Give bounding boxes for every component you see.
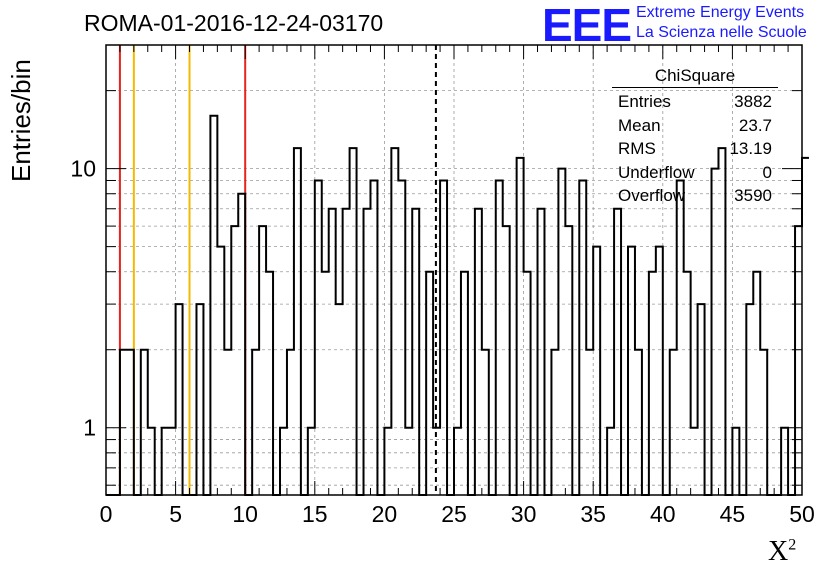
stats-label: RMS [618, 139, 656, 158]
x-tick-label: 45 [720, 501, 746, 527]
x-axis-label-sup: 2 [788, 536, 797, 554]
x-tick-label: 40 [650, 501, 676, 527]
stats-row-overflow: Overflow 3590 [612, 184, 778, 208]
axis-ticks [105, 44, 803, 495]
y-tick-label: 10 [70, 156, 96, 182]
stats-row-entries: Entries 3882 [612, 90, 778, 114]
chart-title: ROMA-01-2016-12-24-03170 [84, 10, 384, 36]
x-tick-label: 5 [169, 501, 182, 527]
stats-label: Mean [618, 115, 661, 135]
stats-value: 23.7 [738, 115, 772, 135]
stats-row-rms: RMS 13.19 [612, 137, 778, 161]
logo-line-2: La Scienza nelle Scuole [636, 24, 807, 41]
stats-label: Underflow [618, 162, 695, 182]
x-tick-label: 10 [232, 501, 258, 527]
x-tick-label: 0 [100, 501, 113, 527]
x-tick-label: 50 [789, 501, 815, 527]
stats-value: 13.19 [729, 139, 772, 158]
tick-labels: 0 5 10 15 20 25 30 35 40 45 50 1 10 [70, 156, 814, 527]
histogram-outline [106, 114, 809, 496]
x-axis-label-base: X [768, 536, 789, 567]
x-tick-label: 15 [302, 501, 328, 527]
stats-title: ChiSquare [612, 66, 778, 88]
stats-box: ChiSquare Entries 3882 Mean 23.7 RMS 13.19 … [612, 66, 778, 208]
x-tick-label: 20 [372, 501, 398, 527]
stats-row-mean: Mean 23.7 [612, 114, 778, 138]
histogram [106, 114, 809, 496]
y-tick-label: 1 [83, 415, 96, 441]
eee-logo: EEE [542, 0, 632, 51]
stats-label: Overflow [618, 186, 686, 205]
stats-value: 3590 [734, 186, 772, 205]
stats-value: 3882 [734, 92, 772, 111]
x-tick-label: 25 [441, 501, 467, 527]
stats-row-underflow: Underflow 0 [612, 161, 778, 185]
y-axis-label: Entries/bin [6, 59, 36, 182]
x-tick-label: 35 [580, 501, 606, 527]
x-axis-label: X2 [768, 536, 796, 568]
stats-label: Entries [618, 92, 671, 111]
x-tick-label: 30 [511, 501, 537, 527]
stats-value: 0 [762, 162, 772, 182]
logo-line-1: Extreme Energy Events [636, 4, 805, 21]
